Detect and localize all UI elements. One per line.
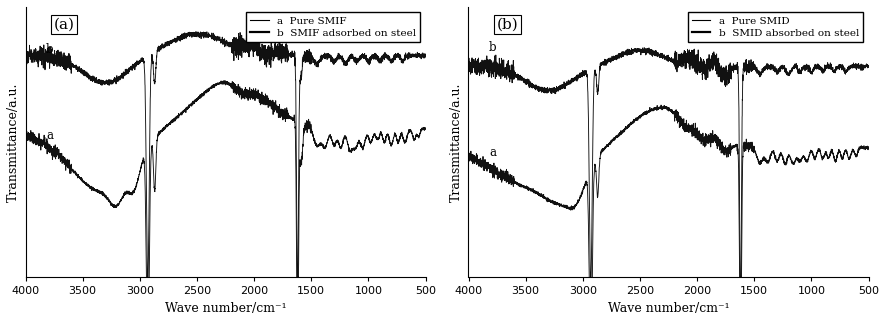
Legend: a  Pure SMIF, b  SMIF adsorbed on steel: a Pure SMIF, b SMIF adsorbed on steel <box>245 12 420 42</box>
X-axis label: Wave number/cm⁻¹: Wave number/cm⁻¹ <box>608 302 729 315</box>
Y-axis label: Transmittance/a.u.: Transmittance/a.u. <box>7 82 20 202</box>
Text: b: b <box>46 43 54 56</box>
Y-axis label: Transmittance/a.u.: Transmittance/a.u. <box>450 82 463 202</box>
Text: a: a <box>489 146 496 159</box>
Text: a: a <box>46 129 53 142</box>
Legend: a  Pure SMID, b  SMID absorbed on steel: a Pure SMID, b SMID absorbed on steel <box>688 12 863 42</box>
X-axis label: Wave number/cm⁻¹: Wave number/cm⁻¹ <box>165 302 286 315</box>
Text: b: b <box>489 42 497 54</box>
Text: (b): (b) <box>496 18 518 32</box>
Text: (a): (a) <box>53 18 74 32</box>
